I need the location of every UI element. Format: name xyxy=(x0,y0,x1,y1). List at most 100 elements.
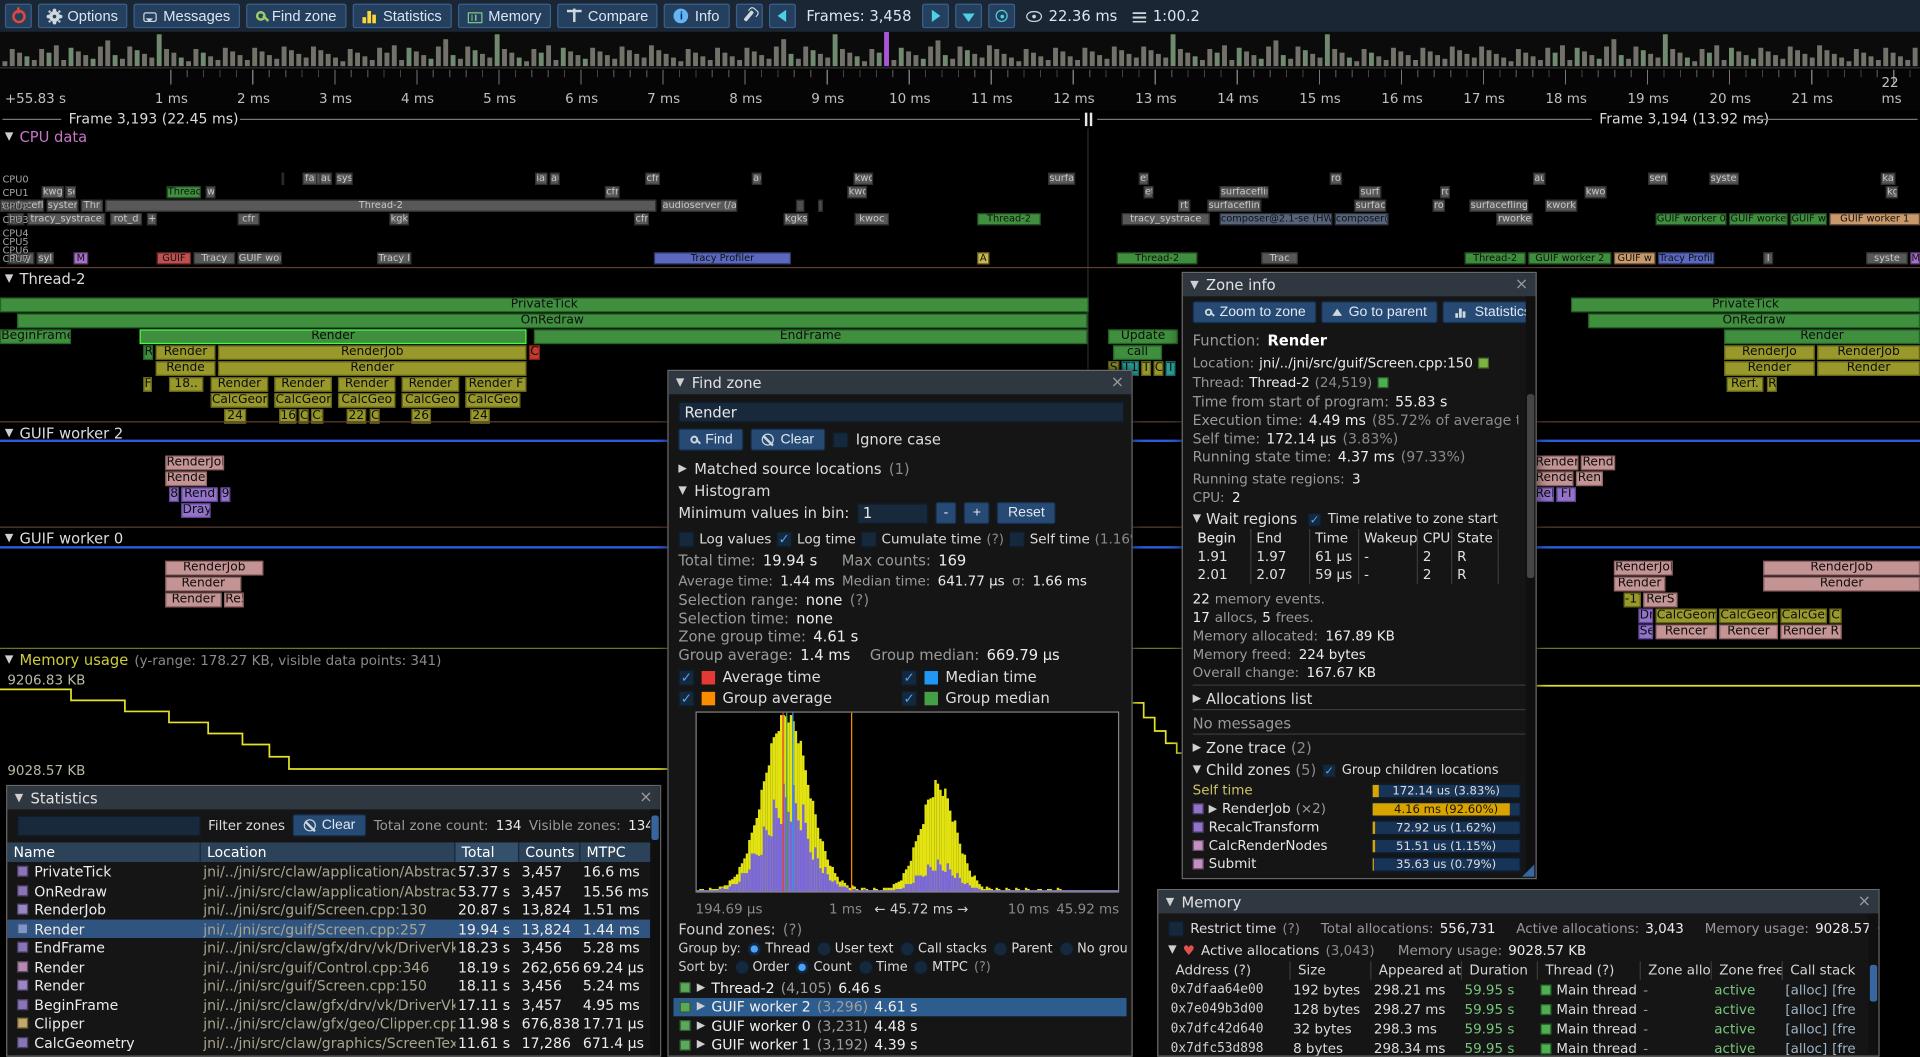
zone[interactable]: -17 xyxy=(1623,592,1641,608)
collapse-icon[interactable]: ▼ xyxy=(4,131,14,144)
options-button[interactable]: Options xyxy=(37,3,128,29)
zone[interactable]: Render xyxy=(1613,576,1666,592)
zone[interactable]: Render xyxy=(165,576,242,592)
cpu-zone[interactable]: system xyxy=(46,199,79,212)
cpu-zone[interactable]: et xyxy=(1143,186,1154,199)
group-median-checkbox[interactable] xyxy=(901,690,918,706)
legend-median-time[interactable]: Median time xyxy=(901,667,1037,687)
expand-icon[interactable]: ▶ xyxy=(696,1038,706,1051)
zone[interactable]: 9 xyxy=(220,487,231,503)
expand-icon[interactable]: ▶ xyxy=(696,981,706,994)
zone[interactable]: Ren xyxy=(1575,471,1603,487)
table-row[interactable]: PrivateTick jni/../jni/src/claw/applicati… xyxy=(7,862,650,881)
cpu-zone[interactable] xyxy=(795,199,805,212)
zone-trace-section[interactable]: ▶ Zone trace (2) xyxy=(1193,738,1312,758)
cpu-zone[interactable]: kworke xyxy=(1545,199,1578,212)
cpu-zone[interactable]: syste xyxy=(1866,252,1908,265)
callstack-free-link[interactable]: [fre xyxy=(1832,1021,1856,1038)
zone[interactable]: R xyxy=(1766,377,1777,392)
found-zone-row[interactable]: ▶ GUIF worker 2 (3,296) 4.61 s xyxy=(673,997,1127,1017)
callstack-alloc-link[interactable]: [alloc] xyxy=(1785,982,1828,998)
cpu-zone[interactable]: kwgn xyxy=(41,186,64,199)
prev-frame-button[interactable] xyxy=(768,3,796,29)
increase-bin-button[interactable]: + xyxy=(964,502,990,525)
cpu-zone[interactable]: GUIF worl xyxy=(237,252,282,265)
allocation-row[interactable]: 0x7dfc53d898 8 bytes 298.34 ms 59.95 s Main … xyxy=(1158,1040,1866,1056)
collapse-icon[interactable]: ▼ xyxy=(1192,513,1202,526)
restrict-time-checkbox[interactable] xyxy=(1168,920,1185,937)
zone[interactable]: CalcGeo xyxy=(337,393,396,408)
cpu-zone[interactable]: ka xyxy=(1880,172,1896,185)
expand-icon[interactable]: ▶ xyxy=(696,1019,706,1032)
cpu-zone[interactable]: Trac xyxy=(1261,252,1298,265)
cpu-zone[interactable]: GUIF worker 2 xyxy=(1528,252,1612,265)
histogram-section[interactable]: ▼ Histogram xyxy=(678,481,770,501)
active-allocations-section[interactable]: ▼ ♥ Active allocations (3,043) Memory us… xyxy=(1168,940,1586,960)
zone[interactable]: Rende xyxy=(155,361,216,376)
cpu-zone[interactable]: w xyxy=(205,186,216,199)
expand-icon[interactable]: ▶ xyxy=(1192,742,1202,755)
callstack-free-link[interactable]: [fre xyxy=(1832,1001,1856,1018)
alloc-callstack[interactable]: [alloc] [fre xyxy=(1785,1002,1866,1018)
collapse-icon[interactable]: ▼ xyxy=(1165,895,1175,908)
collapse-icon[interactable]: ▼ xyxy=(678,484,687,498)
cpu-zone[interactable]: I xyxy=(1763,252,1774,265)
ignore-case-checkbox[interactable] xyxy=(832,431,849,448)
group-by-user-text[interactable]: User text xyxy=(816,941,894,957)
zone[interactable]: 24 xyxy=(224,408,247,424)
zone[interactable]: RerS xyxy=(1643,592,1678,608)
group-by-no-groupi[interactable]: No groupi xyxy=(1058,941,1127,957)
callstack-alloc-link[interactable]: [alloc] xyxy=(1785,1040,1828,1056)
cpu-zone[interactable]: sen-es xyxy=(1648,172,1668,185)
zone[interactable]: CalcGeomet xyxy=(1719,608,1778,624)
sort-by-mtpc[interactable]: MTPC xyxy=(913,960,968,975)
zone[interactable]: RenderJob xyxy=(1817,345,1920,361)
collapse-icon[interactable]: ▼ xyxy=(1168,944,1177,957)
find-button[interactable]: Find xyxy=(678,428,744,451)
zone[interactable]: Rel xyxy=(1534,487,1554,503)
legend-group-median[interactable]: Group median xyxy=(901,688,1050,708)
zone[interactable]: OnRedraw xyxy=(17,313,1088,329)
cpu-zone[interactable]: Thread-2 xyxy=(1464,252,1526,265)
cpu-zone[interactable]: rt xyxy=(1177,199,1191,212)
tools-button[interactable] xyxy=(735,3,763,29)
decrease-bin-button[interactable]: - xyxy=(935,502,957,525)
cpu-zone[interactable]: kwoc xyxy=(854,213,889,226)
average-time-checkbox[interactable] xyxy=(678,669,695,686)
median-time-checkbox[interactable] xyxy=(901,669,918,686)
group-children-checkbox[interactable] xyxy=(1322,763,1336,777)
close-icon[interactable]: × xyxy=(1110,373,1125,392)
zone[interactable]: Update xyxy=(1108,329,1178,345)
cpu-zone[interactable]: tracy_systrace xyxy=(26,213,106,226)
scrollbar[interactable] xyxy=(1525,296,1536,877)
column-header-counts[interactable]: Counts xyxy=(519,842,581,863)
thread-header[interactable]: ▼ Thread-2 xyxy=(5,271,86,288)
zone[interactable]: Render xyxy=(217,361,527,376)
cpu-zone[interactable]: Thread-2 xyxy=(1116,252,1198,265)
cpu-zone[interactable]: surfacefling xyxy=(1219,186,1269,199)
close-icon[interactable]: × xyxy=(639,788,653,807)
zone[interactable]: CalcGeor xyxy=(274,393,332,408)
cpu-zone[interactable]: GUIF xyxy=(156,252,192,265)
group-by-thread[interactable]: Thread xyxy=(746,941,810,957)
collapse-icon[interactable]: ▼ xyxy=(4,532,14,545)
zone[interactable]: Render F xyxy=(465,377,527,392)
column-header-mtpc[interactable]: MTPC xyxy=(580,842,653,863)
zone[interactable]: Render xyxy=(165,592,222,608)
zone[interactable]: 16 xyxy=(279,408,297,424)
cpu-zone[interactable]: ro xyxy=(1329,172,1343,185)
table-row[interactable]: BeginFrame jni/../jni/src/claw/gfx/drv/vk… xyxy=(7,995,650,1014)
frame-markers[interactable]: Frame 3,193 (22.45 ms) Frame 3,194 (13.9… xyxy=(0,110,1920,129)
goto-frame-button[interactable] xyxy=(988,3,1016,29)
zone[interactable]: Dra xyxy=(1638,608,1654,624)
column-header-zone-alloc[interactable]: Zone alloc xyxy=(1643,961,1712,980)
column-header-appeared[interactable]: Appeared at xyxy=(1374,961,1463,980)
alloc-callstack[interactable]: [alloc] [fre xyxy=(1785,1021,1866,1037)
cpu-zone[interactable]: surfac xyxy=(1359,186,1382,199)
self-time-checkbox[interactable] xyxy=(1008,530,1025,547)
scrollbar-thumb[interactable] xyxy=(1526,394,1535,578)
sort-by-time[interactable]: Time xyxy=(857,960,908,975)
zone[interactable]: 24 xyxy=(470,408,490,424)
zone[interactable]: F xyxy=(143,377,152,392)
zone[interactable]: call xyxy=(1113,345,1163,361)
